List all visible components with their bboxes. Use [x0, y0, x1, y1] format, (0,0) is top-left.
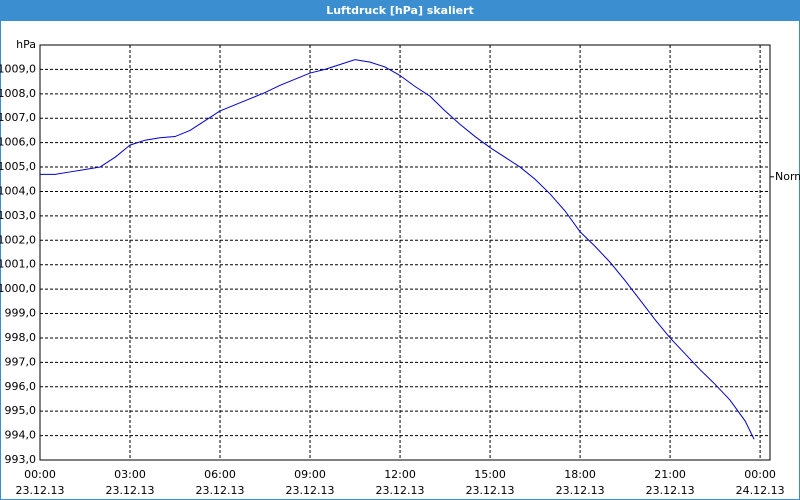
x-tick-date: 23.12.13: [106, 484, 155, 497]
y-tick-label: 1006,0: [0, 136, 36, 149]
x-tick-label: 12:00: [384, 468, 416, 481]
x-tick-label: 18:00: [564, 468, 596, 481]
y-tick-label: 1002,0: [0, 233, 36, 246]
y-tick-label: 993,0: [5, 453, 37, 466]
title-bar: [0, 0, 800, 21]
x-tick-date: 23.12.13: [466, 484, 515, 497]
x-tick-label: 00:00: [24, 468, 56, 481]
y-tick-label: 996,0: [5, 380, 37, 393]
x-tick-label: 03:00: [114, 468, 146, 481]
y-tick-label: 999,0: [5, 307, 37, 320]
x-tick-date: 23.12.13: [376, 484, 425, 497]
x-tick-date: 23.12.13: [286, 484, 335, 497]
y-tick-label: 1001,0: [0, 258, 36, 271]
y-tick-label: 1003,0: [0, 209, 36, 222]
y-tick-label: 1005,0: [0, 160, 36, 173]
x-tick-date: 23.12.13: [16, 484, 65, 497]
y-tick-label: 1000,0: [0, 282, 36, 295]
y-tick-label: 998,0: [5, 331, 37, 344]
x-tick-label: 00:00: [744, 468, 776, 481]
x-tick-label: 15:00: [474, 468, 506, 481]
y-tick-label: 997,0: [5, 355, 37, 368]
x-tick-label: 21:00: [654, 468, 686, 481]
y-tick-label: 1007,0: [0, 111, 36, 124]
y-tick-label: 994,0: [5, 429, 37, 442]
x-tick-date: 24.12.13: [736, 484, 785, 497]
pressure-line: [40, 59, 755, 440]
x-tick-label: 06:00: [204, 468, 236, 481]
y-unit: hPa: [16, 38, 36, 51]
x-tick-date: 23.12.13: [556, 484, 605, 497]
y-tick-label: 1009,0: [0, 62, 36, 75]
x-tick-date: 23.12.13: [646, 484, 695, 497]
x-tick-label: 09:00: [294, 468, 326, 481]
chart-title: Luftdruck [hPa] skaliert: [326, 4, 474, 17]
y-tick-label: 1004,0: [0, 184, 36, 197]
x-tick-date: 23.12.13: [196, 484, 245, 497]
reference-label: Normal: [775, 170, 800, 183]
plot-border: [39, 44, 771, 461]
y-tick-label: 995,0: [5, 404, 37, 417]
y-tick-label: 1008,0: [0, 87, 36, 100]
